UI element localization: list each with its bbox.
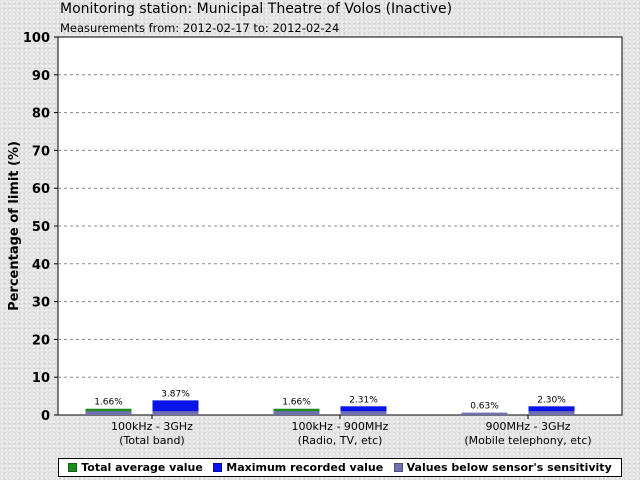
legend-swatch-total-average [68,463,78,472]
y-tick-label: 80 [32,107,50,122]
bar-sensitivity-segment [85,411,132,415]
legend-item-maximum: Maximum recorded value [213,461,383,474]
y-tick-label: 60 [32,182,50,197]
bar-sensitivity-segment [273,411,320,415]
y-tick-label: 100 [23,31,50,46]
data-label: 0.63% [470,402,499,412]
chart-subtitle: Measurements from: 2012-02-17 to: 2012-0… [60,21,340,35]
y-axis-label: Percentage of limit (%) [7,141,22,311]
legend-label-below-sensitivity: Values below sensor's sensitivity [406,461,612,474]
data-label: 3.87% [161,389,190,399]
y-tick-label: 10 [32,371,50,386]
legend-item-below-sensitivity: Values below sensor's sensitivity [393,461,612,474]
legend: Total average value Maximum recorded val… [58,458,622,477]
y-tick-label: 90 [32,69,50,84]
legend-label-total-average: Total average value [81,461,203,474]
data-label: 2.31% [349,395,378,405]
chart-title: Monitoring station: Municipal Theatre of… [60,1,453,17]
bar-chart: 0 10 20 30 40 50 60 70 80 90 100 1.66% 3.87% 1.66% 2.… [7,31,623,447]
y-tick-label: 30 [32,296,50,311]
data-label: 2.30% [537,395,566,405]
y-tick-label: 70 [32,144,50,159]
legend-label-maximum: Maximum recorded value [226,461,384,474]
data-label: 1.66% [282,398,311,408]
bars [85,400,575,415]
data-label: 1.66% [94,398,123,408]
bar-sensitivity-segment [152,411,199,415]
x-tick-label: 100kHz - 3GHz [111,420,193,433]
legend-swatch-maximum [213,463,223,472]
y-tick-label: 0 [41,409,50,424]
bar-maximum [528,406,575,415]
legend-item-total-average: Total average value [68,461,203,474]
bar-sensitivity-segment [340,411,387,415]
y-tick-label: 20 [32,333,50,348]
x-axis-ticks: 100kHz - 3GHz(Total band) 100kHz - 900MHz… [111,415,592,447]
x-tick-label: (Radio, TV, etc) [298,434,383,447]
x-tick-label: (Total band) [119,434,184,447]
y-tick-label: 40 [32,258,50,273]
y-tick-label: 50 [32,220,50,235]
legend-swatch-below-sensitivity [393,463,403,472]
x-tick-label: 900MHz - 3GHz [485,420,570,433]
bar-total-average [461,412,508,415]
data-labels: 1.66% 3.87% 1.66% 2.31% 0.63% 2.30% [94,389,566,411]
x-tick-label: 100kHz - 900MHz [292,420,389,433]
y-axis-ticks: 0 10 20 30 40 50 60 70 80 90 100 [23,31,58,424]
bar-maximum [340,406,387,415]
bar-sensitivity-segment [528,411,575,415]
grid-lines [58,74,622,378]
x-tick-label: (Mobile telephony, etc) [464,434,591,447]
